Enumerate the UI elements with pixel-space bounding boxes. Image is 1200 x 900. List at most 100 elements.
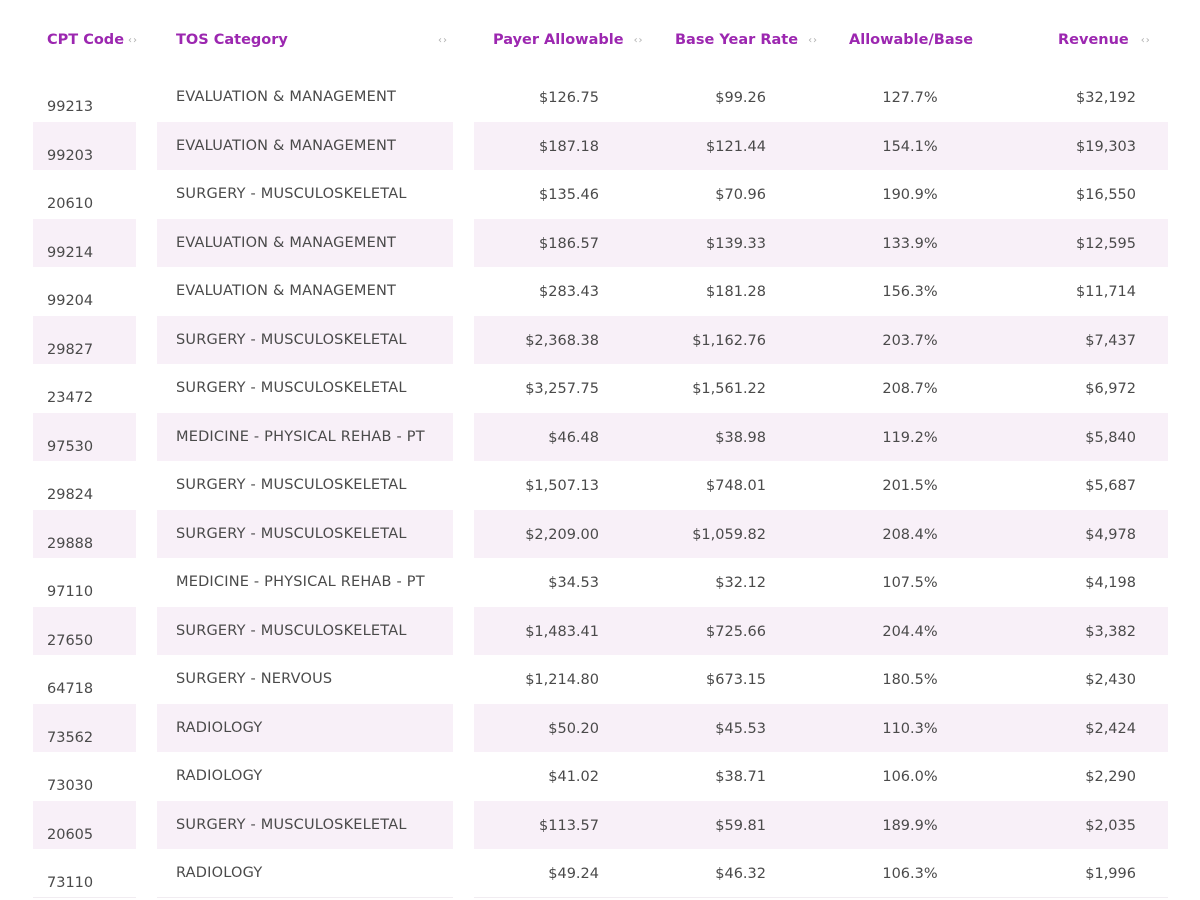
row-stripe — [33, 800, 136, 849]
row-stripe — [157, 703, 453, 752]
cell-revenue: $1,996 — [1085, 866, 1136, 882]
cell-allowable-base: 208.7% — [882, 381, 938, 397]
column-header-base-year-rate[interactable]: Base Year Rate ‹› — [675, 22, 818, 58]
cell-allowable-base: 208.4% — [882, 526, 938, 543]
row-stripe — [474, 121, 1168, 170]
cell-allowable-base: 106.0% — [882, 769, 938, 785]
cell-revenue: $6,972 — [1085, 381, 1136, 397]
table-row[interactable]: 23472 SURGERY - MUSCULOSKELETAL $3,257.7… — [0, 364, 1200, 413]
cell-allowable-base: 190.9% — [882, 187, 938, 203]
table-row[interactable]: 27650 SURGERY - MUSCULOSKELETAL $1,483.4… — [0, 606, 1200, 656]
cell-revenue: $2,035 — [1085, 817, 1136, 834]
cell-tos-category: RADIOLOGY — [176, 719, 263, 736]
cell-cpt-code: 97110 — [47, 584, 94, 600]
column-header-payer-allowable[interactable]: Payer Allowable ‹› — [493, 22, 644, 58]
cell-payer-allowable: $113.57 — [539, 817, 599, 834]
cell-cpt-code: 73030 — [47, 778, 94, 794]
cell-payer-allowable: $1,483.41 — [525, 623, 599, 640]
cell-payer-allowable: $1,507.13 — [525, 478, 599, 494]
cell-tos-category: MEDICINE - PHYSICAL REHAB - PT — [176, 574, 425, 590]
cell-tos-category: SURGERY - MUSCULOSKELETAL — [176, 816, 407, 833]
row-stripe — [474, 315, 1168, 364]
cell-cpt-code: 20605 — [47, 826, 94, 843]
row-stripe — [474, 606, 1168, 655]
cell-cpt-code: 99203 — [47, 147, 94, 164]
cell-base-year-rate: $181.28 — [706, 284, 766, 300]
cell-revenue: $3,382 — [1085, 623, 1136, 640]
column-header-cpt-code[interactable]: CPT Code ‹› — [47, 22, 138, 58]
cell-revenue: $4,198 — [1085, 575, 1136, 591]
cell-revenue: $5,840 — [1085, 429, 1136, 446]
cell-payer-allowable: $3,257.75 — [525, 381, 599, 397]
column-label: CPT Code — [47, 32, 125, 48]
table-row[interactable]: 99214 EVALUATION & MANAGEMENT $186.57 $1… — [0, 218, 1200, 268]
sort-arrows-icon[interactable]: ‹› — [633, 34, 644, 46]
cell-tos-category: EVALUATION & MANAGEMENT — [176, 89, 397, 105]
column-label: Revenue — [1058, 32, 1129, 48]
table-row[interactable]: 97110 MEDICINE - PHYSICAL REHAB - PT $34… — [0, 558, 1200, 607]
cell-base-year-rate: $748.01 — [706, 478, 766, 494]
table-row[interactable]: 99213 EVALUATION & MANAGEMENT $126.75 $9… — [0, 73, 1200, 122]
cell-allowable-base: 119.2% — [882, 429, 938, 446]
row-stripe — [474, 509, 1168, 558]
cell-tos-category: RADIOLOGY — [176, 768, 263, 784]
cell-revenue: $12,595 — [1076, 235, 1136, 252]
cell-allowable-base: 107.5% — [882, 575, 938, 591]
cell-cpt-code: 99213 — [47, 99, 94, 115]
sort-arrows-icon[interactable]: ‹› — [1140, 34, 1151, 46]
sort-arrows-icon[interactable]: ‹› — [438, 34, 448, 46]
cell-allowable-base: 204.4% — [882, 623, 938, 640]
table-row[interactable]: 29827 SURGERY - MUSCULOSKELETAL $2,368.3… — [0, 315, 1200, 365]
column-header-revenue[interactable]: Revenue ‹› — [1058, 22, 1151, 58]
cell-revenue: $5,687 — [1085, 478, 1136, 494]
row-stripe — [33, 218, 136, 267]
column-header-tos-category[interactable]: TOS Category ‹› — [176, 22, 452, 58]
table-row[interactable]: 97530 MEDICINE - PHYSICAL REHAB - PT $46… — [0, 412, 1200, 462]
cell-revenue: $32,192 — [1076, 90, 1136, 106]
cell-cpt-code: 23472 — [47, 390, 94, 406]
cell-cpt-code: 97530 — [47, 438, 94, 455]
cell-cpt-code: 99204 — [47, 293, 94, 309]
cell-payer-allowable: $135.46 — [539, 187, 599, 203]
cell-base-year-rate: $70.96 — [715, 187, 766, 203]
row-stripe — [33, 315, 136, 364]
cell-allowable-base: 133.9% — [882, 235, 938, 252]
table-row[interactable]: 73030 RADIOLOGY $41.02 $38.71 106.0% $2,… — [0, 752, 1200, 801]
table-row[interactable]: 29888 SURGERY - MUSCULOSKELETAL $2,209.0… — [0, 509, 1200, 559]
row-stripe — [157, 218, 453, 267]
table-row[interactable]: 73110 RADIOLOGY $49.24 $46.32 106.3% $1,… — [0, 849, 1200, 898]
cell-tos-category: SURGERY - MUSCULOSKELETAL — [176, 331, 407, 348]
cell-tos-category: SURGERY - MUSCULOSKELETAL — [176, 622, 407, 639]
cell-tos-category: EVALUATION & MANAGEMENT — [176, 234, 397, 251]
cell-tos-category: EVALUATION & MANAGEMENT — [176, 283, 397, 299]
column-label: TOS Category — [176, 32, 288, 48]
sort-arrows-icon[interactable]: ‹› — [808, 34, 819, 46]
cell-tos-category: RADIOLOGY — [176, 865, 263, 881]
table-row[interactable]: 20610 SURGERY - MUSCULOSKELETAL $135.46 … — [0, 170, 1200, 219]
table-row[interactable]: 99203 EVALUATION & MANAGEMENT $187.18 $1… — [0, 121, 1200, 171]
cell-payer-allowable: $187.18 — [539, 138, 599, 155]
cell-allowable-base: 156.3% — [882, 284, 938, 300]
row-stripe — [157, 849, 453, 898]
cell-base-year-rate: $46.32 — [715, 866, 766, 882]
table-row[interactable]: 64718 SURGERY - NERVOUS $1,214.80 $673.1… — [0, 655, 1200, 704]
cell-base-year-rate: $99.26 — [715, 90, 766, 106]
cell-base-year-rate: $1,561.22 — [692, 381, 766, 397]
cell-cpt-code: 20610 — [47, 196, 94, 212]
table-row[interactable]: 99204 EVALUATION & MANAGEMENT $283.43 $1… — [0, 267, 1200, 316]
cell-tos-category: SURGERY - NERVOUS — [176, 671, 333, 687]
row-stripe — [474, 218, 1168, 267]
row-stripe — [474, 849, 1168, 898]
row-stripe — [474, 800, 1168, 849]
row-stripe — [157, 121, 453, 170]
cell-payer-allowable: $49.24 — [548, 866, 599, 882]
cell-cpt-code: 73562 — [47, 729, 94, 746]
row-stripe — [33, 703, 136, 752]
cell-base-year-rate: $1,059.82 — [692, 526, 766, 543]
table-row[interactable]: 29824 SURGERY - MUSCULOSKELETAL $1,507.1… — [0, 461, 1200, 510]
cell-base-year-rate: $121.44 — [706, 138, 766, 155]
table-row[interactable]: 20605 SURGERY - MUSCULOSKELETAL $113.57 … — [0, 800, 1200, 850]
sort-arrows-icon[interactable]: ‹› — [128, 34, 139, 46]
cell-revenue: $7,437 — [1085, 332, 1136, 349]
table-row[interactable]: 73562 RADIOLOGY $50.20 $45.53 110.3% $2,… — [0, 703, 1200, 753]
